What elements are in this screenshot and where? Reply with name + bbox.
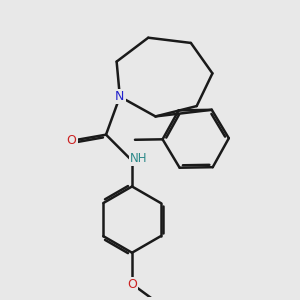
Text: O: O xyxy=(127,278,137,290)
Text: O: O xyxy=(67,134,76,147)
Text: N: N xyxy=(115,90,124,103)
Text: NH: NH xyxy=(130,152,147,165)
